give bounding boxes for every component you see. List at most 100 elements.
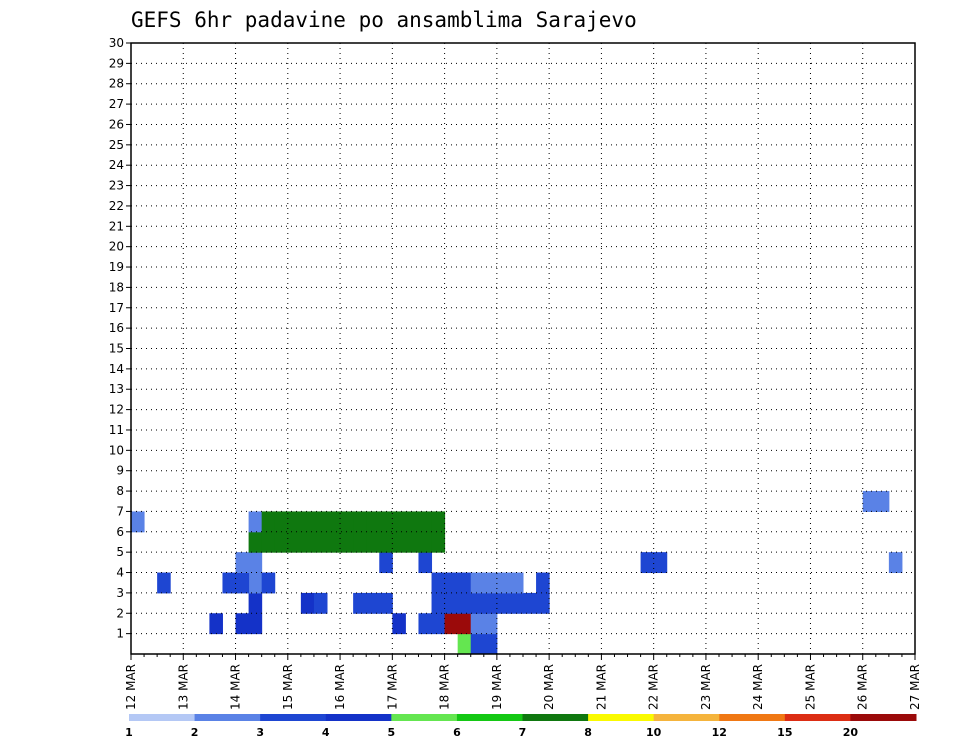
heatmap-cell [392, 531, 406, 553]
colorbar-label: 8 [584, 726, 592, 739]
heatmap-cell [340, 531, 354, 553]
heatmap-cell [248, 552, 263, 574]
y-tick-label: 28 [109, 77, 124, 91]
x-tick-label: 18 MAR [438, 664, 452, 710]
y-tick-label: 9 [116, 464, 124, 478]
colorbar-label: 12 [712, 726, 727, 739]
colorbar-label: 20 [843, 726, 859, 739]
y-tick-label: 5 [116, 545, 124, 559]
y-tick-label: 2 [116, 606, 124, 620]
heatmap-cell [405, 531, 419, 553]
heatmap-cell [431, 592, 446, 614]
colorbar-swatch [456, 714, 523, 721]
y-tick-label: 8 [116, 484, 124, 498]
y-tick-label: 29 [109, 56, 124, 70]
colorbar-swatch [194, 714, 261, 721]
heatmap-cell [431, 613, 446, 635]
heatmap-cell [300, 511, 315, 533]
colorbar-swatch [129, 714, 196, 721]
heatmap-cell [261, 511, 276, 533]
heatmap-cell [274, 531, 289, 553]
heatmap-cell [313, 592, 328, 614]
y-tick-label: 16 [109, 321, 124, 335]
heatmap-cell [536, 572, 550, 594]
heatmap-cell [431, 572, 446, 594]
x-tick-label: 25 MAR [803, 664, 817, 710]
colorbar-swatch [325, 714, 392, 721]
grid-layer [131, 43, 915, 654]
heatmap-cell [470, 633, 485, 655]
heatmap-cell [327, 511, 341, 533]
y-tick-label: 19 [109, 260, 124, 274]
x-tick-label: 23 MAR [699, 664, 713, 710]
y-tick-label: 6 [116, 525, 124, 539]
heatmap-cell [261, 572, 276, 594]
heatmap-cell [418, 552, 433, 574]
heatmap-cell [483, 613, 498, 635]
heatmap-cell [470, 613, 485, 635]
heatmap-cell [379, 511, 393, 533]
y-tick-label: 17 [109, 301, 124, 315]
x-tick-label: 20 MAR [542, 664, 556, 710]
x-tick-label: 16 MAR [333, 664, 347, 710]
y-tick-label: 14 [109, 362, 124, 376]
heatmap-cell [523, 592, 537, 614]
x-tick-label: 17 MAR [385, 664, 399, 710]
colorbar-swatch [588, 714, 655, 721]
heatmap-cell [366, 511, 380, 533]
heatmap-cell [340, 511, 354, 533]
heatmap-cell [300, 592, 315, 614]
heatmap-cell [157, 572, 171, 594]
y-tick-label: 1 [116, 627, 124, 641]
y-tick-label: 21 [109, 219, 124, 233]
heatmap-cell [483, 633, 498, 655]
heatmap-cell [536, 592, 550, 614]
x-tick-label: 12 MAR [124, 664, 138, 710]
heatmap-cell [431, 531, 446, 553]
colorbar-label: 15 [777, 726, 792, 739]
colorbar-label: 3 [256, 726, 264, 739]
heatmap-cell [379, 531, 393, 553]
heatmap-cell [327, 531, 341, 553]
heatmap-cell [444, 613, 459, 635]
heatmap-cell [470, 572, 485, 594]
heatmap-cell [287, 531, 302, 553]
x-tick-label: 15 MAR [281, 664, 295, 710]
heatmap-cell [366, 592, 380, 614]
y-tick-label: 18 [109, 280, 124, 294]
y-tick-label: 7 [116, 504, 124, 518]
heatmap-cell [235, 552, 250, 574]
x-tick-label: 24 MAR [751, 664, 765, 710]
heatmap-cell [392, 613, 406, 635]
y-axis: 1234567891011121314151617181920212223242… [109, 36, 131, 641]
cells-layer [131, 491, 903, 655]
y-tick-label: 20 [109, 240, 124, 254]
colorbar-swatch [719, 714, 786, 721]
colorbar-swatch [260, 714, 327, 721]
y-tick-label: 23 [109, 179, 124, 193]
heatmap-cell [509, 592, 524, 614]
heatmap-cell [353, 592, 367, 614]
heatmap-cell [300, 531, 315, 553]
y-tick-label: 10 [109, 443, 124, 457]
colorbar-label: 4 [322, 726, 330, 739]
heatmap-cell [248, 592, 263, 614]
heatmap-cell [418, 511, 433, 533]
heatmap-cell [274, 511, 289, 533]
x-tick-label: 13 MAR [176, 664, 190, 710]
y-tick-label: 24 [109, 158, 124, 172]
y-tick-label: 15 [109, 342, 124, 356]
heatmap-cell [222, 572, 237, 594]
heatmap-cell [640, 552, 655, 574]
heatmap-cell [888, 552, 903, 574]
y-tick-label: 22 [109, 199, 124, 213]
y-tick-label: 27 [109, 97, 124, 111]
x-tick-label: 27 MAR [908, 664, 922, 710]
y-tick-label: 25 [109, 138, 124, 152]
colorbar-swatch [850, 714, 917, 721]
heatmap-cell [653, 552, 668, 574]
heatmap-cell [313, 511, 328, 533]
y-tick-label: 26 [109, 117, 124, 131]
